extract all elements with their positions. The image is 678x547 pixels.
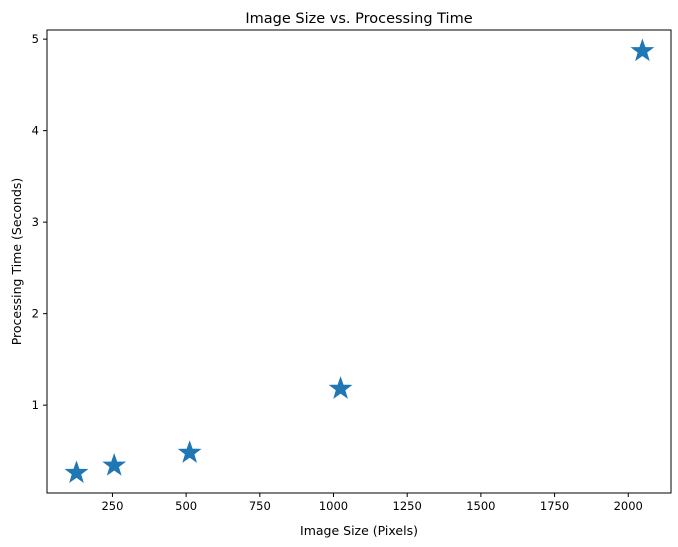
data-point-star: [630, 38, 655, 62]
x-tick-label: 1000: [319, 499, 348, 513]
x-tick-label: 500: [175, 499, 197, 513]
y-tick-label: 5: [32, 32, 39, 46]
x-axis-label: Image Size (Pixels): [300, 523, 418, 538]
data-points: [64, 38, 655, 484]
x-tick-label: 750: [249, 499, 271, 513]
x-tick-label: 2000: [614, 499, 643, 513]
data-point-star: [177, 440, 202, 463]
chart-title: Image Size vs. Processing Time: [245, 11, 472, 27]
x-tick-label: 1250: [393, 499, 422, 513]
y-tick-label: 3: [32, 215, 39, 229]
y-axis-ticks: 1 2 3 4 5: [32, 32, 47, 412]
x-tick-label: 250: [101, 499, 123, 513]
data-point-star: [102, 453, 127, 476]
x-axis-ticks: 250 500 750 1000 1250 1500 1750 2000: [101, 493, 643, 513]
y-tick-label: 2: [32, 307, 39, 321]
y-tick-label: 1: [32, 398, 39, 412]
data-point-star: [328, 376, 353, 399]
y-tick-label: 4: [32, 124, 39, 138]
x-tick-label: 1750: [540, 499, 569, 513]
plot-area: 250 500 750 1000 1250 1500 1750 2000 1 2 3 4 5: [32, 29, 672, 513]
x-tick-label: 1500: [466, 499, 495, 513]
y-axis-label: Processing Time (Seconds): [9, 178, 24, 346]
data-point-star: [64, 460, 89, 484]
plot-frame: [46, 29, 672, 494]
